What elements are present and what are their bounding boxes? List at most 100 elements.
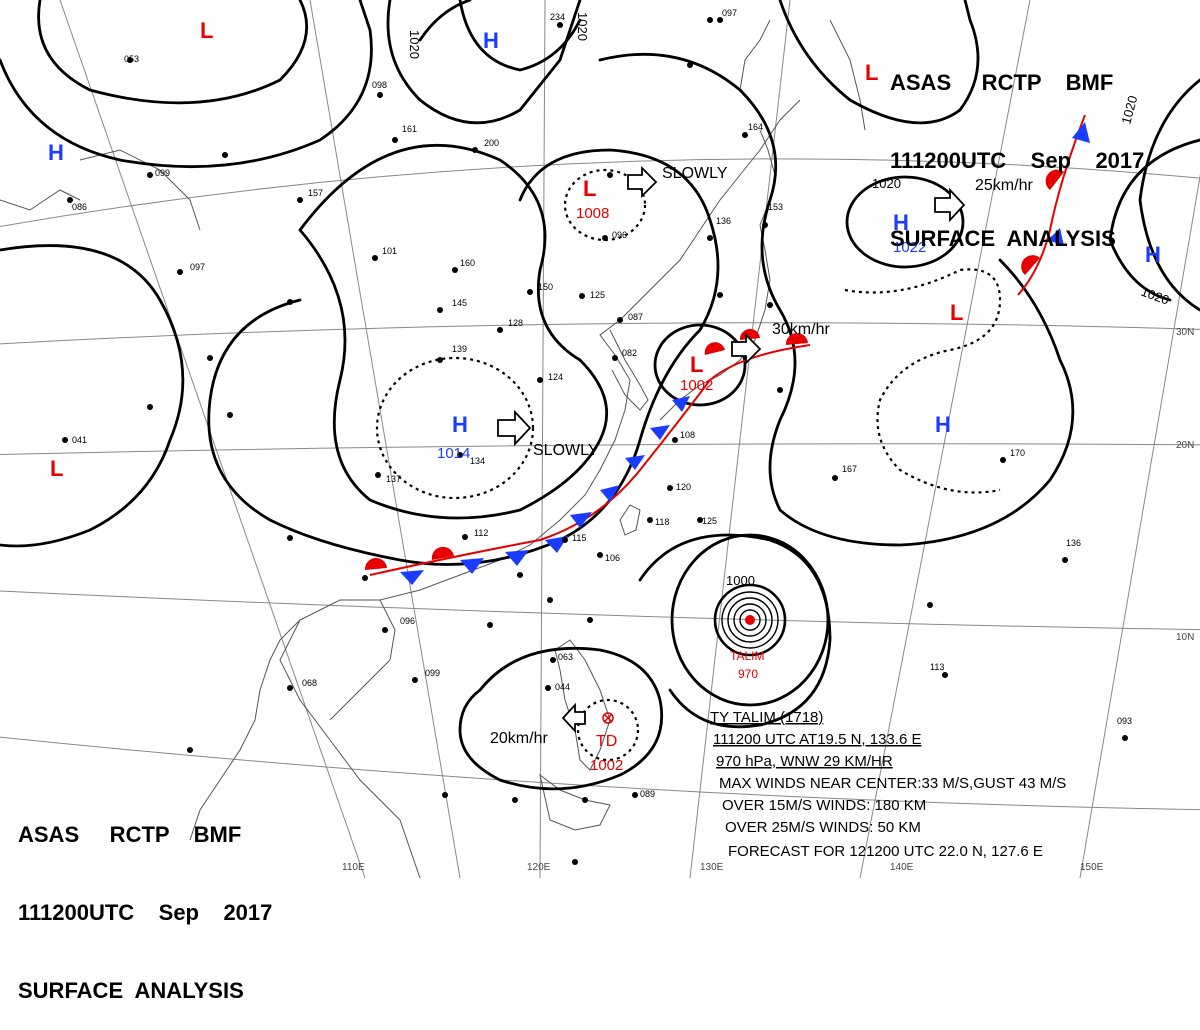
typhoon-info-line: OVER 15M/S WINDS: 180 KM <box>722 797 926 814</box>
station-mark: 160 <box>452 258 475 273</box>
station-mark: 093 <box>1117 716 1132 741</box>
td-pressure-value: 1002 <box>590 757 623 774</box>
motion-label: 30km/hr <box>772 321 830 338</box>
isobars <box>0 0 1200 791</box>
svg-text:167: 167 <box>842 464 857 474</box>
high-symbol: H <box>48 140 64 165</box>
header-line: ASAS RCTP BMF <box>18 822 242 847</box>
isobar-label: 1020 <box>575 12 590 41</box>
station-mark: 089 <box>632 789 655 799</box>
weather-map: 098 161 200 157 101 160 145 128 087 082 … <box>0 0 1200 878</box>
station-mark: 170 <box>1000 448 1025 463</box>
header-line: SURFACE ANALYSIS <box>890 226 1116 251</box>
typhoon-info-line: MAX WINDS NEAR CENTER:33 M/S,GUST 43 M/S <box>719 775 1066 792</box>
header-line: SURFACE ANALYSIS <box>18 978 244 1003</box>
station-mark: 124 <box>537 372 563 383</box>
station-mark: 120 <box>667 482 691 492</box>
svg-text:153: 153 <box>768 202 783 212</box>
svg-text:161: 161 <box>402 124 417 134</box>
high-symbol: H <box>483 28 499 53</box>
svg-text:112: 112 <box>474 528 488 538</box>
lat-label: 10N <box>1176 632 1194 643</box>
ne-front-symbols <box>1021 122 1090 275</box>
svg-text:125: 125 <box>702 516 717 526</box>
lat-labels: 30N 20N 10N <box>1176 327 1194 643</box>
typhoon-info: TY TALIM (1718) 111200 UTC AT19.5 N, 133… <box>710 709 1066 860</box>
svg-text:120: 120 <box>676 482 691 492</box>
station-mark: 134 <box>457 452 485 466</box>
svg-text:170: 170 <box>1010 448 1025 458</box>
station-mark: 068 <box>287 678 317 691</box>
lon-labels: 110E 120E 130E 140E 150E <box>342 862 1104 873</box>
arrow-h1022 <box>934 187 966 223</box>
svg-text:145: 145 <box>452 298 467 308</box>
svg-text:063: 063 <box>558 652 573 662</box>
high-pressure-value: 1014 <box>437 445 470 462</box>
svg-text:125: 125 <box>590 290 605 300</box>
high-symbol: H <box>935 412 951 437</box>
station-mark: 118 <box>647 517 669 527</box>
svg-text:108: 108 <box>680 430 695 440</box>
station-mark: 053 <box>124 54 139 64</box>
svg-text:099: 099 <box>155 168 170 178</box>
header-line: ASAS RCTP BMF <box>890 70 1114 95</box>
typhoon-pressure-value: 970 <box>738 667 758 681</box>
coastlines <box>0 19 866 878</box>
high-pressure-value: 1022 <box>893 239 926 256</box>
lon-label: 140E <box>890 862 914 873</box>
station-mark: 153 <box>762 202 783 228</box>
lon-label: 150E <box>1080 862 1104 873</box>
svg-text:136: 136 <box>716 216 731 226</box>
svg-text:160: 160 <box>460 258 475 268</box>
station-mark: 200 <box>472 138 499 153</box>
station-mark: 234 <box>550 12 565 28</box>
arrow-td <box>561 702 586 734</box>
typhoon-rings <box>713 583 787 657</box>
station-mark: 086 <box>67 197 87 212</box>
svg-text:139: 139 <box>452 344 467 354</box>
low-symbol: L <box>50 456 63 481</box>
svg-text:113: 113 <box>930 662 944 672</box>
low-pressure-value: 1008 <box>576 205 609 222</box>
svg-text:136: 136 <box>1066 538 1081 548</box>
station-mark: 157 <box>297 188 323 203</box>
typhoon-info-line: OVER 25M/S WINDS: 50 KM <box>725 819 921 836</box>
svg-text:044: 044 <box>555 682 570 692</box>
motion-arrows <box>497 165 966 734</box>
typhoon-info-line: FORECAST FOR 121200 UTC 22.0 N, 127.6 E <box>728 843 1043 860</box>
station-mark: 082 <box>612 348 637 361</box>
graticule <box>0 0 1200 878</box>
td-symbol: TD <box>596 733 617 750</box>
isobar-label: 1020 <box>1118 94 1140 126</box>
lat-label: 30N <box>1176 327 1194 338</box>
typhoon-info-line: 970 hPa, WNW 29 KM/HR <box>716 753 893 770</box>
motion-label: SLOWLY <box>533 442 599 459</box>
station-mark: 097 <box>177 262 205 275</box>
header-bottom-left: ASAS RCTP BMF 111200UTC Sep 2017 SURFACE… <box>18 770 272 1030</box>
lon-label: 120E <box>527 862 551 873</box>
svg-text:068: 068 <box>302 678 317 688</box>
svg-text:093: 093 <box>1117 716 1132 726</box>
cold-front-triangles <box>400 396 690 585</box>
high-symbol: H <box>452 412 468 437</box>
svg-text:128: 128 <box>508 318 523 328</box>
svg-text:137: 137 <box>386 474 401 484</box>
station-mark: 099 <box>412 668 440 683</box>
low-symbol: L <box>865 60 878 85</box>
station-mark: 115 <box>562 533 586 543</box>
svg-text:124: 124 <box>548 372 563 382</box>
isobar-label: 1020 <box>1139 284 1171 308</box>
station-mark: 167 <box>832 464 857 481</box>
svg-text:086: 086 <box>72 202 87 212</box>
station-plots: 098 161 200 157 101 160 145 128 087 082 … <box>62 8 1132 865</box>
td-center-icon <box>602 712 614 724</box>
motion-label: 25km/hr <box>975 177 1033 194</box>
station-mark: 087 <box>617 312 643 323</box>
low-symbol: L <box>200 18 213 43</box>
station-mark: 139 <box>437 344 467 363</box>
lat-label: 20N <box>1176 440 1194 451</box>
svg-text:134: 134 <box>470 456 485 466</box>
svg-text:097: 097 <box>722 8 737 18</box>
stationary-front <box>369 344 811 576</box>
typhoon-name: TALIM <box>730 649 764 663</box>
